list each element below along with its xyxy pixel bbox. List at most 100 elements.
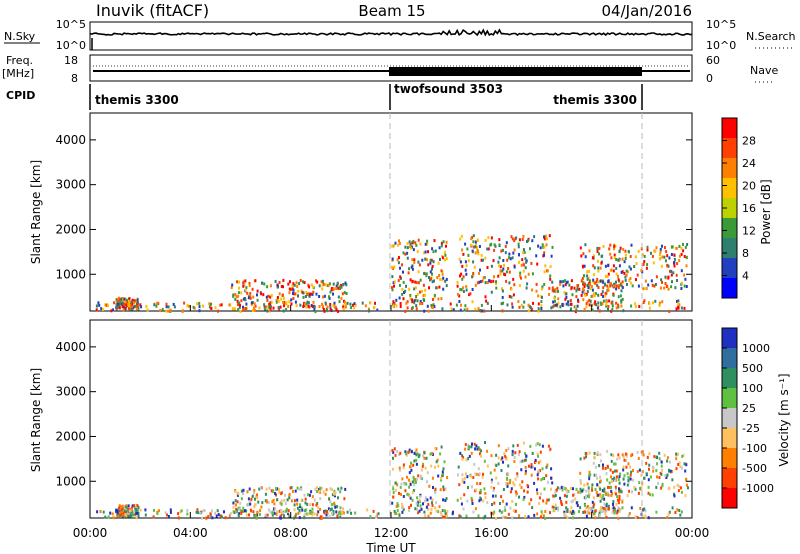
echo-point <box>626 282 628 286</box>
echo-point <box>406 300 409 304</box>
x-axis-label: Time UT <box>365 541 416 554</box>
echo-point <box>643 255 646 258</box>
echo-point <box>672 271 675 275</box>
echo-point <box>602 509 605 513</box>
colorbar-swatch <box>722 368 737 389</box>
echo-point <box>594 488 597 491</box>
echo-point <box>296 498 299 502</box>
echo-point <box>621 500 624 504</box>
echo-point <box>408 471 411 475</box>
echo-point <box>613 462 616 466</box>
echo-point <box>598 485 601 489</box>
echo-point <box>591 486 593 490</box>
echo-point <box>616 457 619 461</box>
echo-point <box>639 486 642 490</box>
echo-point <box>679 254 681 258</box>
echo-point <box>410 503 412 507</box>
echo-point <box>599 266 602 270</box>
echo-point <box>623 271 626 275</box>
echo-point <box>307 304 310 308</box>
echo-point <box>540 478 543 482</box>
echo-point <box>654 249 657 253</box>
echo-point <box>631 490 633 494</box>
echo-point <box>433 239 436 243</box>
echo-point <box>308 285 311 289</box>
echo-point <box>493 501 496 505</box>
echo-point <box>613 253 616 257</box>
echo-point <box>279 514 282 518</box>
colorbar-tick-label: -1000 <box>742 482 774 495</box>
echo-point <box>426 242 429 246</box>
echo-point <box>306 502 309 506</box>
echo-point <box>264 492 267 496</box>
echo-point <box>615 487 617 491</box>
echo-point <box>681 281 683 285</box>
echo-point <box>529 247 531 251</box>
echo-point <box>436 276 439 279</box>
echo-point <box>307 292 310 296</box>
colorbar-swatch <box>722 158 737 179</box>
echo-point <box>539 246 542 250</box>
echo-point <box>597 286 600 289</box>
echo-point <box>291 284 294 288</box>
echo-point <box>563 291 566 295</box>
echo-point <box>501 248 504 252</box>
echo-point <box>440 241 443 245</box>
echo-point <box>599 487 602 491</box>
echo-point <box>429 511 432 515</box>
echo-point <box>628 265 631 269</box>
echo-point <box>606 275 609 279</box>
echo-point <box>648 452 651 456</box>
echo-point <box>624 249 627 253</box>
echo-point <box>198 309 201 313</box>
echo-point <box>288 514 291 518</box>
echo-point <box>299 505 301 508</box>
echo-point <box>490 264 493 268</box>
echo-point <box>665 285 668 288</box>
echo-point <box>490 242 493 246</box>
echo-point <box>412 475 415 479</box>
echo-point <box>441 272 444 276</box>
echo-point <box>575 289 578 293</box>
echo-point <box>617 516 620 520</box>
echo-point <box>376 512 379 516</box>
echo-point <box>186 304 189 308</box>
echo-point <box>252 491 255 495</box>
echo-point <box>607 305 610 308</box>
echo-point <box>565 514 567 518</box>
echo-point <box>409 481 412 484</box>
echo-point <box>305 512 308 516</box>
echo-point <box>522 305 525 309</box>
echo-point <box>342 283 345 286</box>
x-tick-label: 04:00 <box>173 526 208 540</box>
echo-point <box>325 488 328 492</box>
echo-point <box>278 281 281 284</box>
echo-point <box>656 475 658 479</box>
echo-point <box>537 244 540 248</box>
echo-point <box>132 305 135 309</box>
echo-point <box>536 442 539 446</box>
echo-point <box>397 243 400 247</box>
echo-point <box>501 296 504 299</box>
echo-point <box>408 506 411 510</box>
echo-point <box>269 302 272 306</box>
echo-point <box>525 286 528 290</box>
echo-point <box>516 474 519 478</box>
echo-point <box>476 238 479 242</box>
echo-point <box>135 299 137 303</box>
echo-point <box>321 304 324 308</box>
echo-point <box>135 516 138 520</box>
echo-point <box>442 240 445 244</box>
echo-point <box>397 261 400 265</box>
echo-point <box>417 511 420 515</box>
echo-point <box>350 511 352 515</box>
echo-point <box>464 242 467 246</box>
echo-point <box>437 474 440 478</box>
echo-point <box>579 471 582 475</box>
echo-point <box>125 506 128 509</box>
echo-point <box>625 465 628 469</box>
echo-point <box>586 300 589 304</box>
echo-point <box>165 305 168 309</box>
echo-point <box>575 295 578 299</box>
echo-point <box>116 509 119 513</box>
